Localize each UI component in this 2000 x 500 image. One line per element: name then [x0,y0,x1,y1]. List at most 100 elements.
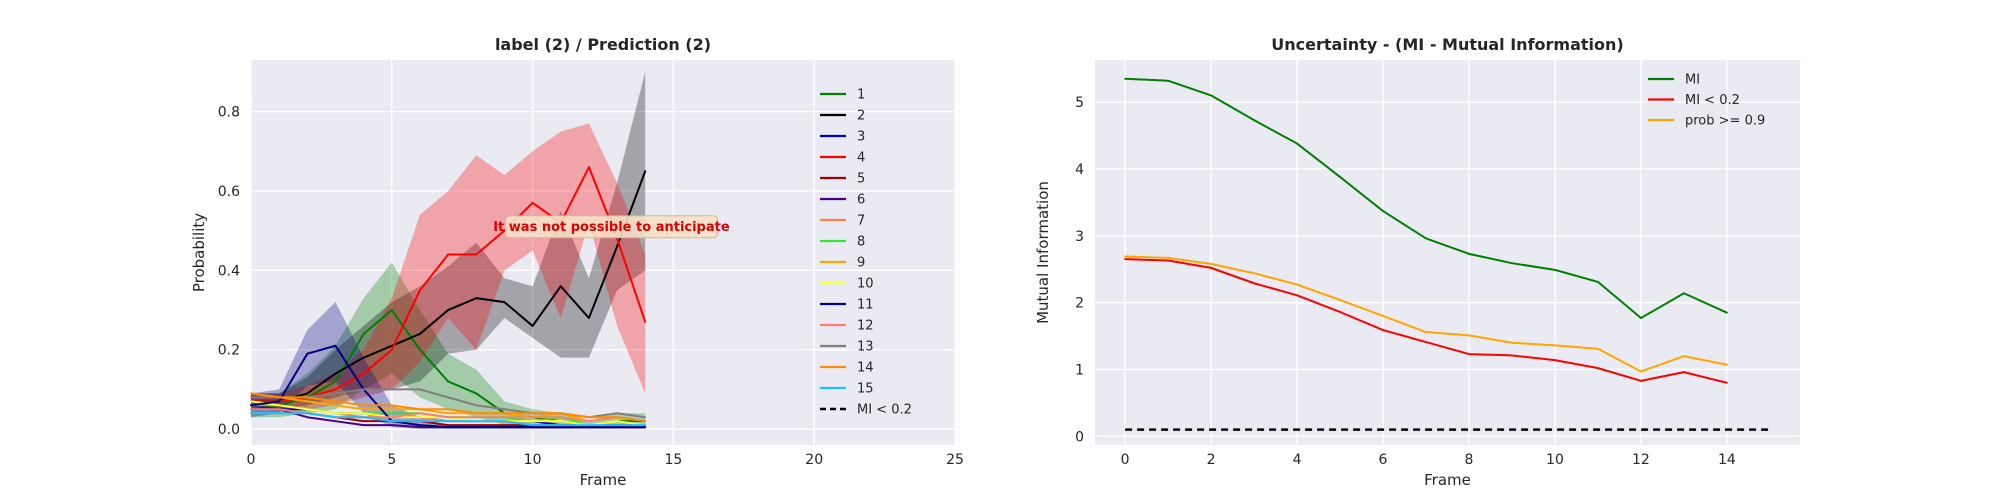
y-tick-label: 0.2 [218,343,240,359]
point-series-6 [334,420,337,423]
point-series-15 [531,424,534,427]
point-series-12 [447,416,450,419]
point-series-12 [531,416,534,419]
point-series-mi-0-2 [1726,381,1728,384]
point-series-prob-0-9 [1554,344,1556,347]
point-series-1 [419,348,421,351]
point-series-14 [447,408,450,411]
point-series-14 [419,408,421,411]
point-series-4 [390,348,393,351]
legend-label-mi-0-2: MI < 0.2 [857,403,912,418]
legend-label-9: 9 [857,256,865,271]
y-tick-label: 2 [1075,296,1084,312]
point-series-2 [559,285,562,288]
point-series-prob-0-9 [1167,256,1169,259]
point-series-mi [1640,317,1642,319]
legend-label-5: 5 [857,172,865,187]
legend-label-14: 14 [857,361,874,376]
point-series-11 [447,426,450,429]
point-series-13 [390,388,393,391]
point-series-prob-0-9 [1124,255,1126,258]
point-series-mi-0-2 [1382,329,1384,331]
point-series-15 [362,416,365,419]
point-series-14 [362,404,365,407]
x-tick-label: 8 [1465,452,1474,468]
x-axis-label: Frame [1424,471,1471,489]
chart-title: label (2) / Prediction (2) [495,35,711,54]
x-tick-label: 10 [1546,452,1564,468]
legend-label-3: 3 [857,130,865,145]
legend-label-1: 1 [857,88,865,103]
point-series-12 [250,408,252,411]
point-series-15 [306,412,309,415]
point-series-2 [503,301,506,304]
legend-label-4: 4 [857,151,865,166]
point-series-10 [559,420,562,423]
point-series-2 [306,392,309,395]
point-series-13 [334,392,337,395]
point-series-4 [362,372,365,375]
x-tick-label: 20 [805,452,823,468]
point-series-14 [306,396,309,399]
point-series-6 [390,424,393,427]
point-series-10 [616,420,618,423]
point-series-6 [362,424,365,427]
point-series-mi [1339,176,1341,178]
point-series-11 [250,404,252,407]
legend-label-mi: MI [1685,73,1700,88]
point-series-mi [1468,252,1470,255]
point-series-mi-0-2 [1511,354,1513,357]
x-tick-label: 14 [1718,452,1736,468]
point-series-10 [334,412,337,415]
point-series-15 [588,424,590,427]
x-tick-label: 12 [1632,452,1650,468]
point-series-1 [390,309,393,311]
y-tick-label: 0.8 [218,105,240,121]
point-series-mi-0-2 [1554,359,1556,362]
point-series-15 [644,424,647,427]
y-tick-label: 0.6 [218,184,240,200]
point-series-4 [588,166,590,169]
point-series-mi-0-2 [1296,294,1298,297]
y-tick-label: 5 [1075,95,1084,111]
point-series-4 [334,388,337,391]
point-series-13 [475,404,478,407]
x-axis-label: Frame [580,471,627,489]
point-series-prob-0-9 [1210,262,1212,265]
point-series-1 [447,380,450,383]
point-series-mi-0-2 [1339,311,1341,313]
band-series-4 [251,123,646,410]
point-series-15 [419,420,421,423]
point-series-5 [447,424,450,427]
point-series-12 [419,412,421,415]
point-series-5 [362,420,365,423]
point-series-8 [390,412,393,415]
legend-label-8: 8 [857,235,865,250]
legend-label-10: 10 [857,277,874,292]
point-series-2 [616,245,618,248]
legend-label-2: 2 [857,109,865,124]
point-series-13 [419,388,421,391]
y-tick-label: 1 [1075,362,1084,378]
point-series-5 [475,424,478,427]
point-series-4 [475,253,478,256]
point-series-15 [390,420,393,423]
legend-label-prob-0-9: prob >= 0.9 [1685,114,1765,129]
point-series-10 [419,416,421,419]
point-series-mi [1167,79,1169,82]
x-tick-label: 6 [1379,452,1388,468]
point-series-2 [588,317,590,319]
y-tick-label: 0.0 [218,422,240,438]
x-tick-label: 4 [1293,452,1302,468]
point-series-6 [419,426,421,429]
point-series-11 [588,426,590,429]
point-series-mi-0-2 [1167,259,1169,262]
point-series-12 [278,408,281,411]
point-series-2 [419,332,421,335]
point-series-13 [250,396,252,399]
point-series-14 [531,412,534,415]
point-series-mi [1726,311,1728,314]
point-series-5 [503,424,506,427]
point-series-14 [250,392,252,395]
